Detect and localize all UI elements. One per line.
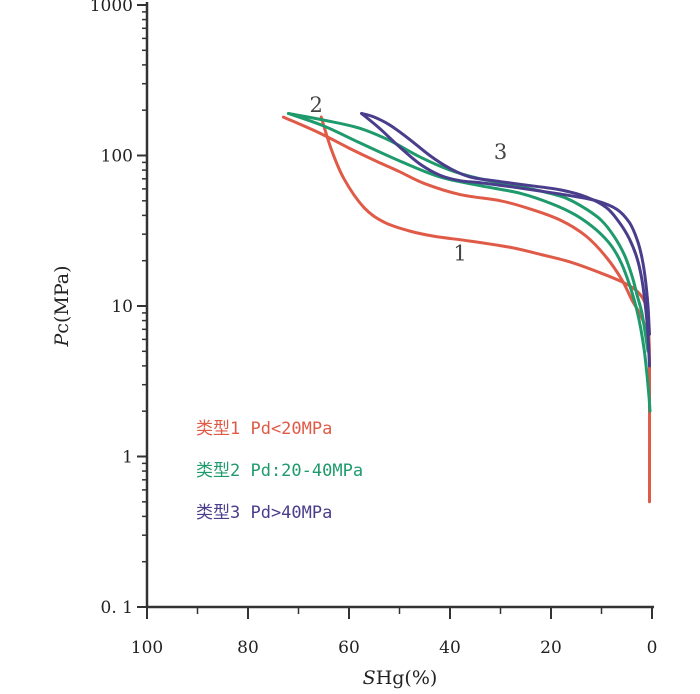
x-tick-label: 80 (237, 638, 259, 658)
x-tick-label: 60 (338, 638, 360, 658)
curve-label-2: 2 (309, 93, 322, 117)
curve-label-1: 1 (453, 242, 466, 266)
y-tick-label: 100 (101, 147, 133, 167)
curve-labels-layer: 1 2 3 (309, 93, 507, 266)
series-1-branch-1-line (319, 115, 652, 504)
x-tick-label: 20 (540, 638, 562, 658)
curves-layer (281, 112, 652, 504)
series-3-branch-1-line (360, 112, 651, 368)
x-tick-label: 0 (647, 638, 658, 658)
y-axis-title: Pc(MPa) (51, 266, 73, 348)
series-2-branch-1-line (286, 112, 652, 413)
legend-entry-2: 类型2 Pd:20-40MPa (196, 461, 363, 481)
axes-layer (145, 2, 654, 609)
series-2-branch-2-line (286, 112, 650, 353)
x-axis-title-italic: S (363, 667, 376, 689)
y-tick-label: 1 (122, 448, 133, 468)
legend-entry-3: 类型3 Pd>40MPa (196, 503, 332, 523)
x-tick-label: 100 (131, 638, 163, 658)
ticks-layer: 0. 1 1 10 100 1000 100 80 60 40 20 0 (90, 0, 658, 658)
legend-entry-1: 类型1 Pd<20MPa (196, 419, 332, 439)
y-axis-title-italic: P (51, 332, 73, 347)
y-tick-label: 1000 (90, 0, 133, 16)
y-tick-label: 0. 1 (101, 598, 133, 618)
x-axis-title-rest: Hg(%) (376, 667, 438, 689)
legend: 类型1 Pd<20MPa 类型2 Pd:20-40MPa 类型3 Pd>40MPa (196, 419, 363, 523)
y-axis-title-rest: c(MPa) (51, 266, 73, 334)
x-axis-title: SHg(%) (363, 667, 438, 689)
series-3-branch-2-line (360, 112, 651, 336)
x-tick-label: 40 (439, 638, 461, 658)
curve-label-3: 3 (494, 140, 507, 164)
y-tick-label: 10 (111, 297, 133, 317)
